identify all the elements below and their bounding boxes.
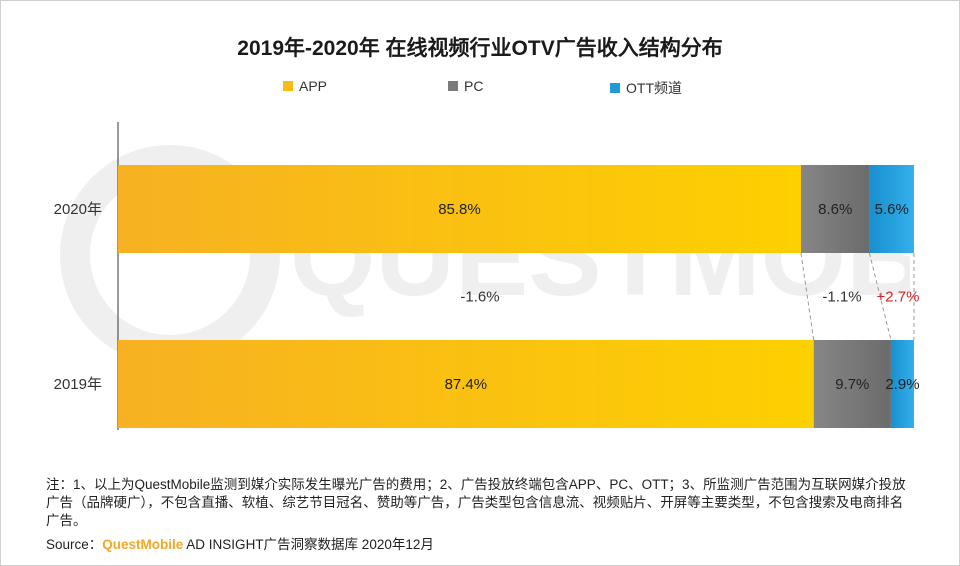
data-label-ott-2019: 2.9% <box>885 376 919 393</box>
data-label-ott-2020: 5.6% <box>875 201 909 218</box>
data-label-pc-2020: 8.6% <box>818 201 852 218</box>
change-label-pc: -1.1% <box>822 289 861 306</box>
data-label-pc-2019: 9.7% <box>835 376 869 393</box>
legend-label: PC <box>464 78 484 94</box>
data-label-app-2019: 87.4% <box>445 376 488 393</box>
source-rest: AD INSIGHT广告洞察数据库 2020年12月 <box>183 537 434 552</box>
legend-swatch <box>610 83 620 93</box>
bar-pc-2020 <box>800 165 870 253</box>
category-label-2019: 2019年 <box>54 376 102 393</box>
source-line: Source：QuestMobile AD INSIGHT广告洞察数据库 202… <box>46 533 434 553</box>
source-prefix: Source： <box>46 537 103 552</box>
data-label-app-2020: 85.8% <box>438 201 481 218</box>
legend-swatch <box>283 81 293 91</box>
category-label-2020: 2020年 <box>54 201 102 218</box>
bar-app-2020 <box>118 165 801 253</box>
legend-label: APP <box>299 78 328 94</box>
legend-swatch <box>448 81 458 91</box>
connector-pc <box>868 252 892 341</box>
bar-app-2019 <box>118 340 814 428</box>
change-label-ott: +2.7% <box>877 289 920 306</box>
legend-label: OTT频道 <box>626 80 682 96</box>
legend: APP PC OTT频道 <box>0 78 960 98</box>
change-label-app: -1.6% <box>460 289 499 306</box>
bar-pc-2019 <box>813 340 891 428</box>
legend-item-app: APP <box>283 78 327 94</box>
source-brand: QuestMobile <box>102 537 184 552</box>
bar-ott-2020 <box>869 165 914 253</box>
legend-item-ott: OTT频道 <box>610 78 682 98</box>
footnote: 注：1、以上为QuestMobile监测到媒介实际发生曝光广告的费用；2、广告投… <box>46 477 906 528</box>
bar-ott-2019 <box>890 340 914 428</box>
connector-app <box>800 252 815 341</box>
chart-title: 2019年-2020年 在线视频行业OTV广告收入结构分布 <box>237 37 723 60</box>
legend-item-pc: PC <box>448 78 483 94</box>
